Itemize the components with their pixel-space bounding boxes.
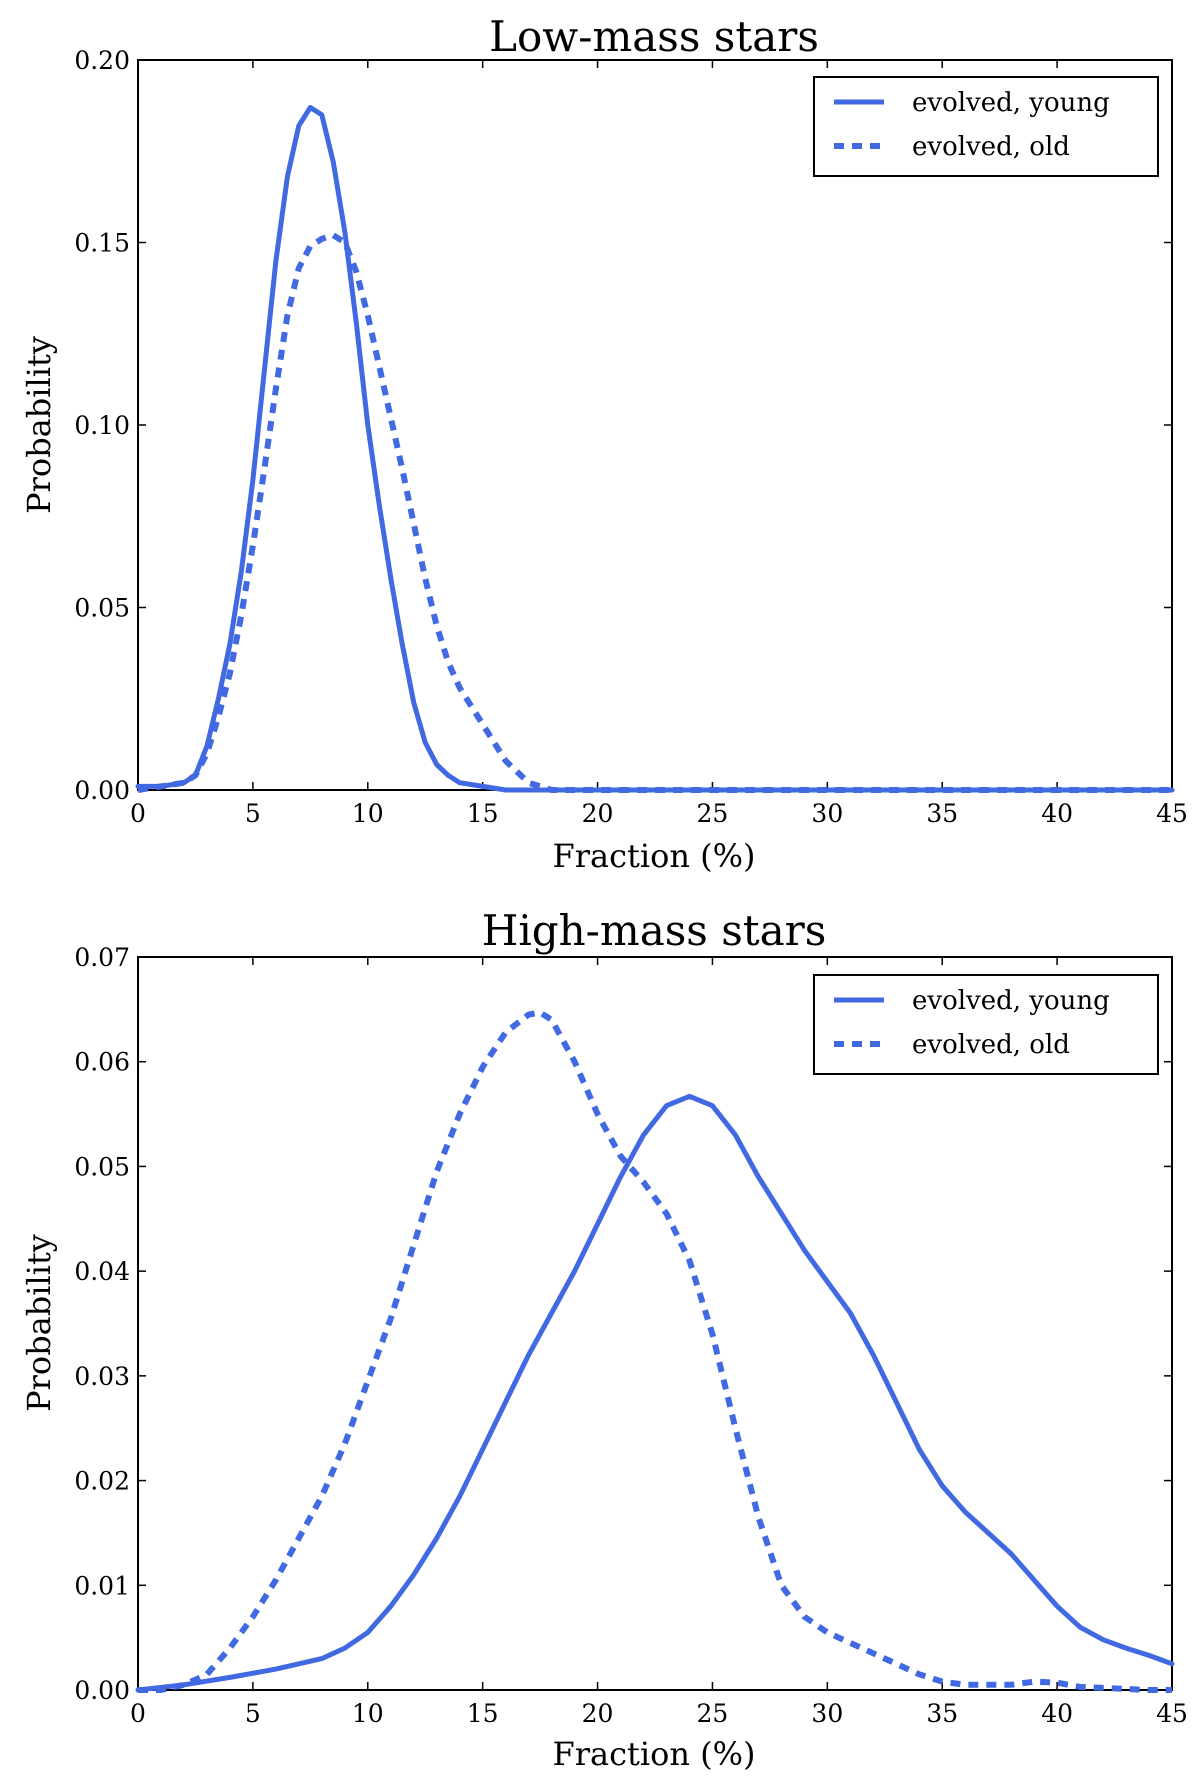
- y-tick-label: 0.06: [74, 1048, 130, 1077]
- x-tick-label: 10: [352, 799, 384, 828]
- y-tick-label: 0.05: [74, 1152, 130, 1181]
- x-tick-label: 40: [1041, 1699, 1073, 1728]
- y-axis-label: Probability: [20, 1234, 58, 1412]
- y-tick-label: 0.01: [74, 1571, 130, 1600]
- x-tick-label: 45: [1156, 1699, 1188, 1728]
- y-tick-label: 0.05: [74, 594, 130, 623]
- y-tick-label: 0.07: [74, 943, 130, 972]
- x-tick-label: 15: [467, 1699, 499, 1728]
- y-tick-label: 0.04: [74, 1257, 130, 1286]
- x-axis-label: Fraction (%): [552, 1735, 755, 1773]
- x-tick-label: 45: [1156, 799, 1188, 828]
- y-tick-label: 0.10: [74, 411, 130, 440]
- legend-box: [813, 974, 1159, 1075]
- series-line-evolved-old: [137, 232, 1172, 793]
- series-line-evolved-young: [135, 105, 1175, 793]
- x-tick-label: 30: [811, 1699, 843, 1728]
- x-axis-label: Fraction (%): [552, 837, 755, 875]
- y-tick-label: 0.03: [74, 1362, 130, 1391]
- x-tick-label: 35: [926, 799, 958, 828]
- chart-title: Low-mass stars: [489, 12, 819, 61]
- x-tick-label: 35: [926, 1699, 958, 1728]
- series-layer: [135, 105, 1175, 793]
- chart-title: High-mass stars: [482, 906, 827, 955]
- x-tick-label: 20: [582, 1699, 614, 1728]
- x-tick-label: 0: [130, 799, 146, 828]
- plot-area: [137, 59, 1173, 791]
- x-tick-label: 30: [811, 799, 843, 828]
- legend-label-old: evolved, old: [912, 132, 1070, 162]
- series-line-evolved-old: [138, 1009, 1172, 1693]
- y-tick-label: 0.20: [74, 46, 130, 75]
- x-tick-label: 40: [1041, 799, 1073, 828]
- x-tick-label: 20: [582, 799, 614, 828]
- y-tick-label: 0.02: [74, 1467, 130, 1496]
- x-tick-label: 25: [697, 799, 729, 828]
- high-mass-stars-chart: High-mass stars 0 5 10 15 20 25 30 35 40 45 0.00 0.…: [20, 906, 1188, 1773]
- low-mass-stars-chart: Low-mass stars 0 5 10 15 20 25 30 35 40 45 0.00 0.0…: [20, 12, 1188, 875]
- legend-box: [813, 76, 1159, 177]
- y-tick-label: 0.15: [74, 229, 130, 258]
- ticks: 0 5 10 15 20 25 30 35 40 45 0.00 0.05 0.10 0.15 0.20: [74, 46, 1188, 828]
- y-tick-label: 0.00: [74, 776, 130, 805]
- legend-label-young: evolved, young: [912, 88, 1110, 118]
- x-tick-label: 25: [697, 1699, 729, 1728]
- x-tick-label: 5: [245, 1699, 261, 1728]
- x-tick-label: 0: [130, 1699, 146, 1728]
- legend: evolved, young evolved, old: [813, 974, 1159, 1075]
- y-axis-label: Probability: [20, 336, 58, 514]
- y-tick-label: 0.00: [74, 1676, 130, 1705]
- plot-area: [137, 956, 1173, 1691]
- legend: evolved, young evolved, old: [813, 76, 1159, 177]
- series-line-evolved-young: [135, 1093, 1175, 1693]
- x-tick-label: 15: [467, 799, 499, 828]
- legend-label-young: evolved, young: [912, 986, 1110, 1016]
- x-tick-label: 5: [245, 799, 261, 828]
- legend-label-old: evolved, old: [912, 1030, 1070, 1060]
- x-tick-label: 10: [352, 1699, 384, 1728]
- series-layer: [135, 1009, 1175, 1693]
